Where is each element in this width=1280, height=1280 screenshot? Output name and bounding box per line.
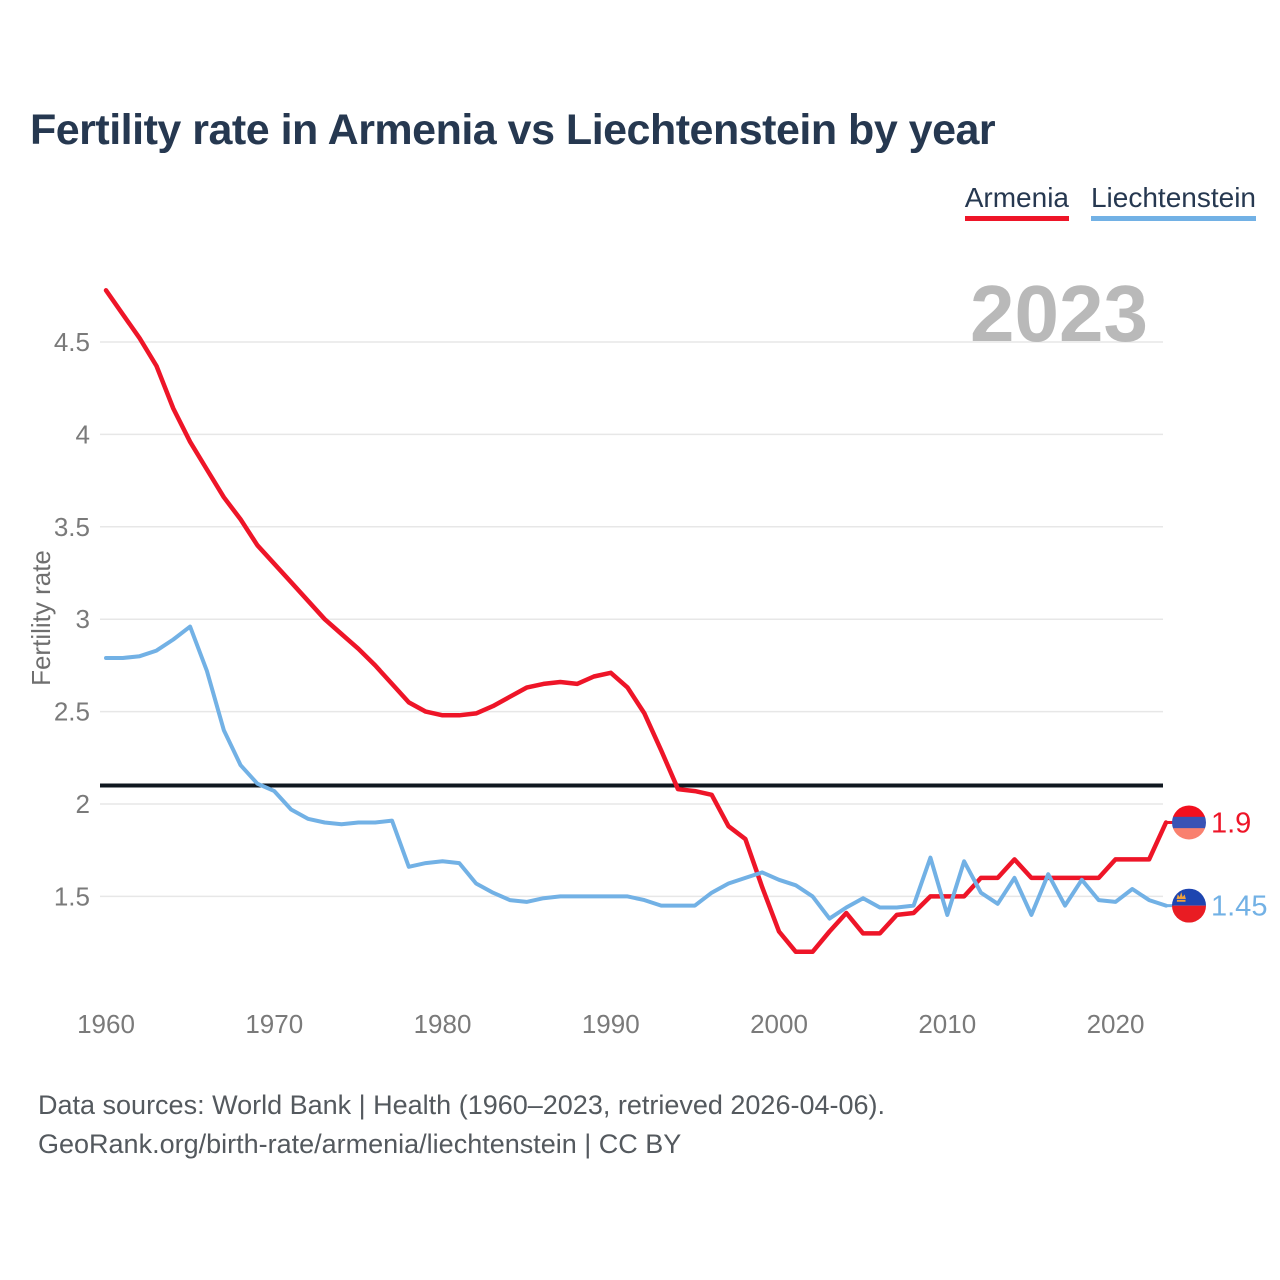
x-tick-label: 2020 [1087, 1009, 1145, 1039]
y-axis-title: Fertility rate [26, 550, 56, 686]
chart-footer: Data sources: World Bank | Health (1960–… [38, 1086, 885, 1164]
y-tick-label: 4 [76, 419, 90, 449]
x-tick-label: 2000 [750, 1009, 808, 1039]
x-tick-label: 1980 [414, 1009, 472, 1039]
y-tick-label: 2.5 [54, 697, 90, 727]
series-line-armenia [103, 288, 1169, 955]
legend-label-armenia: Armenia [964, 182, 1069, 213]
data-sources-line: Data sources: World Bank | Health (1960–… [38, 1090, 885, 1120]
x-tick-label: 1990 [582, 1009, 640, 1039]
watermark-year: 2023 [970, 269, 1148, 358]
x-tick-label: 2010 [918, 1009, 976, 1039]
page-title: Fertility rate in Armenia vs Liechtenste… [30, 106, 996, 154]
y-tick-label: 2 [76, 789, 90, 819]
legend-item-armenia[interactable]: Armenia [964, 182, 1069, 221]
legend: Armenia Liechtenstein [964, 182, 1256, 221]
y-tick-label: 3 [76, 604, 90, 634]
y-tick-label: 4.5 [54, 327, 90, 357]
x-tick-label: 1960 [77, 1009, 135, 1039]
flag-marker-liechtenstein-icon [1172, 888, 1206, 923]
crown-icon [1176, 892, 1186, 902]
series-line-liechtenstein [104, 624, 1168, 921]
end-value-label-liechtenstein: 1.45 [1211, 891, 1267, 923]
x-tick-label: 1970 [245, 1009, 303, 1039]
y-tick-label: 1.5 [54, 881, 90, 911]
legend-underline-liechtenstein [1090, 216, 1256, 221]
y-tick-label: 3.5 [54, 512, 90, 542]
attribution-line: GeoRank.org/birth-rate/armenia/liechtens… [38, 1129, 682, 1159]
legend-label-liechtenstein: Liechtenstein [1090, 182, 1256, 213]
legend-item-liechtenstein[interactable]: Liechtenstein [1090, 182, 1256, 221]
legend-underline-armenia [964, 216, 1069, 221]
flag-marker-armenia-icon [1172, 805, 1206, 840]
end-value-label-armenia: 1.9 [1211, 807, 1251, 839]
